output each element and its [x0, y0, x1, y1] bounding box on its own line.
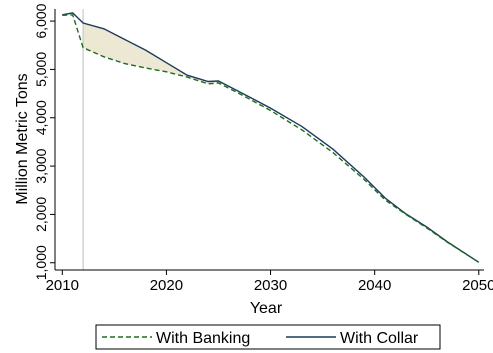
y-tick-label: 3,000 — [33, 148, 49, 183]
series-lines — [62, 12, 480, 263]
x-tick-label: 2010 — [46, 277, 79, 294]
x-tick-label: 2030 — [254, 277, 287, 294]
x-tick-label: 2020 — [150, 277, 183, 294]
y-axis-label: Million Metric Tons — [14, 73, 31, 204]
series-with-banking — [62, 14, 480, 263]
x-tick-label: 2040 — [358, 277, 391, 294]
x-tick-label: 2050 — [462, 277, 493, 294]
y-tick-label: 5,000 — [33, 52, 49, 87]
legend-box — [95, 324, 441, 350]
axes — [54, 9, 484, 271]
legend-label-with-banking: With Banking — [156, 330, 250, 347]
legend: With Banking With Collar — [95, 324, 441, 350]
x-axis-label: Year — [250, 300, 283, 317]
y-tick-label: 4,000 — [33, 100, 49, 135]
tick-labels: 2010 2020 2030 2040 2050 1,000 2,000 3,000 4,000… — [33, 3, 493, 294]
legend-label-with-collar: With Collar — [340, 330, 419, 347]
y-tick-label: 2,000 — [33, 197, 49, 232]
y-tick-label: 6,000 — [33, 3, 49, 38]
y-tick-label: 1,000 — [33, 245, 49, 280]
